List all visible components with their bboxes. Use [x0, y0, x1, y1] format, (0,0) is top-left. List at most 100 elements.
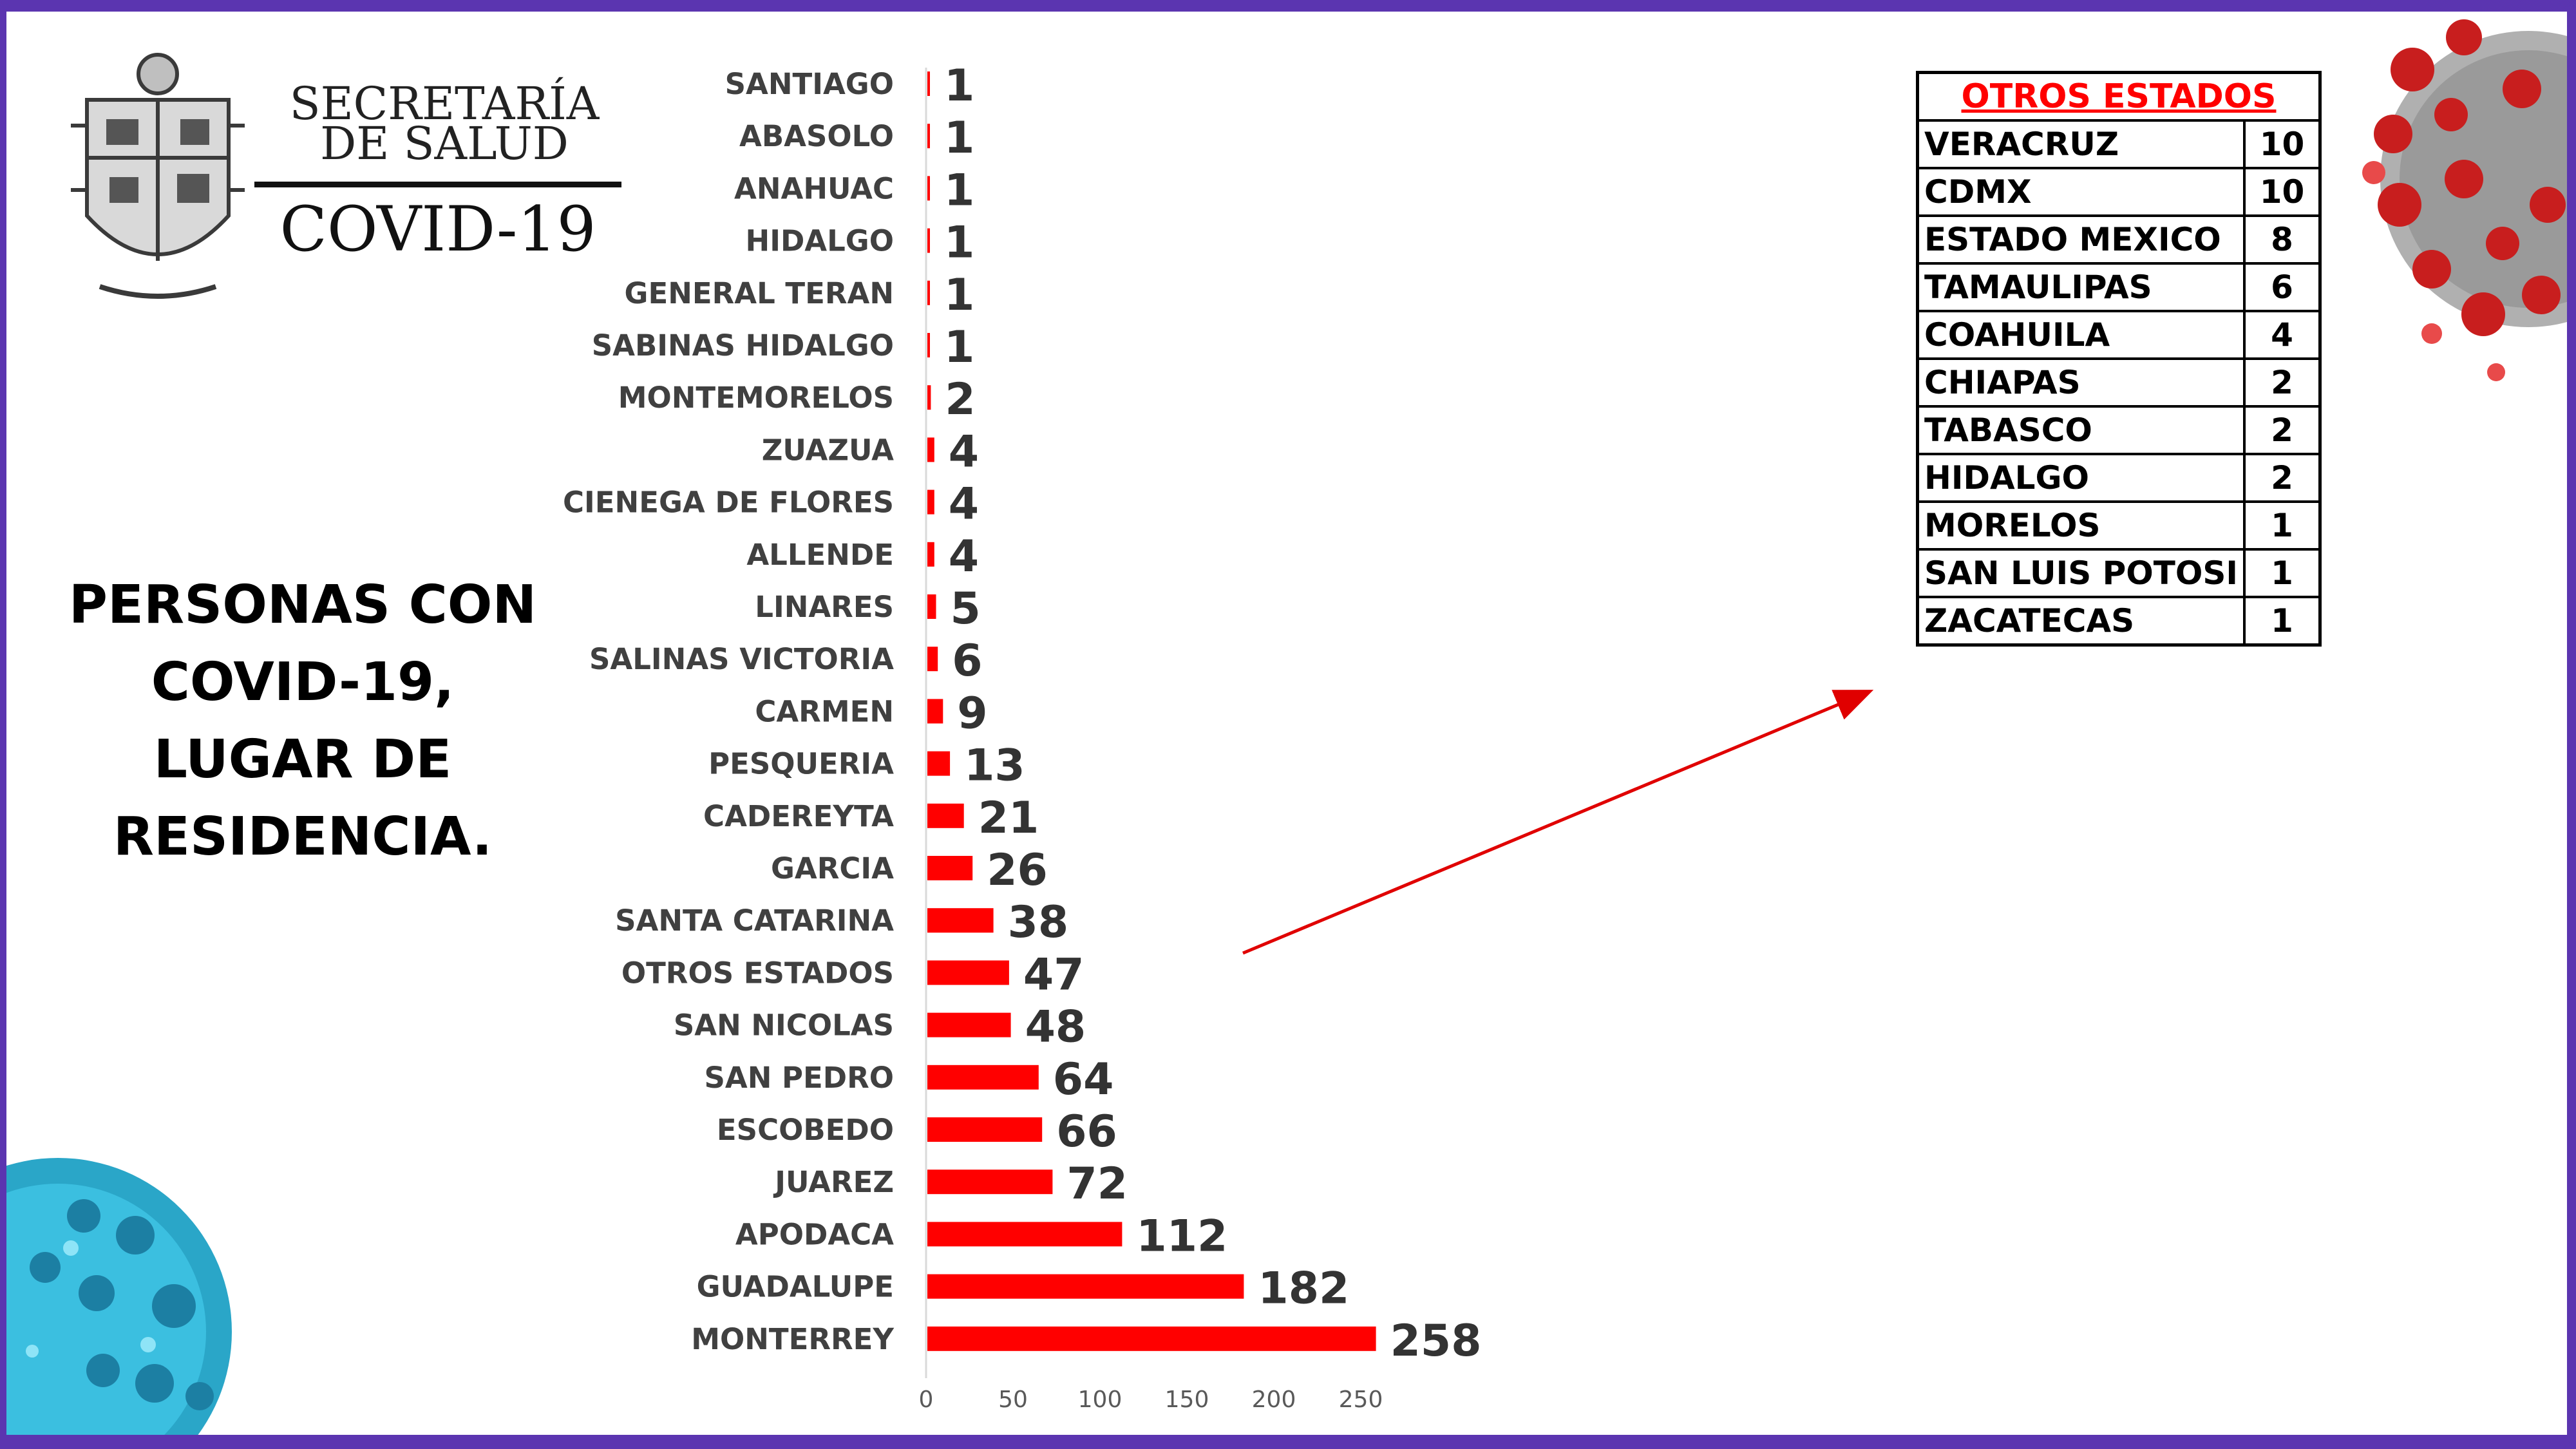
category-label: MONTERREY — [691, 1322, 895, 1356]
bar — [927, 124, 930, 149]
state-name-cell: CDMX — [1916, 167, 2246, 217]
bar — [927, 594, 936, 619]
virus-top-right-icon — [2362, 19, 2567, 381]
value-label: 112 — [1136, 1211, 1227, 1262]
bar — [927, 856, 973, 880]
state-name-cell: CHIAPAS — [1916, 357, 2246, 408]
category-label: PESQUERIA — [708, 747, 894, 781]
header-divider — [254, 182, 621, 187]
org-line2: DE SALUD — [320, 117, 569, 170]
x-tick-label: 50 — [998, 1387, 1028, 1413]
headline-line-2: COVID-19, — [151, 652, 455, 713]
secretaria-de-salud-logo: SECRETARÍA DE SALUD COVID-19 — [61, 48, 628, 306]
bar — [927, 751, 951, 776]
bar — [927, 437, 934, 462]
state-name-cell: HIDALGO — [1916, 453, 2246, 503]
state-name-cell: COAHUILA — [1916, 310, 2246, 360]
value-label: 64 — [1053, 1054, 1114, 1105]
category-label: CIENEGA DE FLORES — [563, 486, 894, 520]
value-label: 26 — [987, 845, 1048, 896]
org-name: SECRETARÍA DE SALUD — [270, 77, 618, 170]
table-row: CDMX 10 — [1916, 167, 2322, 217]
value-label: 1 — [944, 113, 974, 164]
state-count-cell: 1 — [2243, 596, 2322, 647]
value-label: 4 — [949, 479, 979, 530]
state-name-cell: ESTADO MEXICO — [1916, 214, 2246, 265]
bar — [927, 1170, 1053, 1195]
value-label: 4 — [949, 531, 979, 582]
bar — [927, 1326, 1376, 1351]
category-label: HIDALGO — [746, 224, 894, 258]
category-label: APODACA — [735, 1217, 894, 1251]
category-label: ALLENDE — [746, 538, 894, 572]
bar — [927, 489, 934, 515]
value-label: 48 — [1025, 1002, 1086, 1053]
table-row: VERACRUZ 10 — [1916, 119, 2322, 169]
category-label: SANTIAGO — [725, 67, 894, 101]
headline-line-1: PERSONAS CON — [68, 574, 537, 636]
value-label: 1 — [944, 165, 974, 216]
bar — [927, 333, 930, 357]
value-label: 1 — [944, 322, 974, 373]
table-row: ZACATECAS 1 — [1916, 596, 2322, 647]
table-title-row: OTROS ESTADOS — [1916, 71, 2322, 122]
state-count-cell: 8 — [2243, 214, 2322, 265]
table-row: ESTADO MEXICO 8 — [1916, 214, 2322, 265]
bar — [927, 280, 930, 305]
state-count-cell: 4 — [2243, 310, 2322, 360]
otros-estados-table: OTROS ESTADOS VERACRUZ 10 CDMX 10 ESTADO MEX… — [1916, 71, 2322, 647]
value-label: 66 — [1056, 1106, 1117, 1157]
virus-bottom-left-icon — [6, 1158, 232, 1435]
x-tick-label: 0 — [919, 1387, 934, 1413]
state-count-cell: 10 — [2243, 119, 2322, 169]
category-label: GENERAL TERAN — [625, 276, 894, 310]
bar — [927, 385, 931, 410]
category-label: MONTEMORELOS — [618, 381, 894, 415]
state-count-cell: 6 — [2243, 262, 2322, 312]
category-label: ANAHUAC — [734, 171, 894, 205]
bar — [927, 908, 994, 933]
state-name-cell: TAMAULIPAS — [1916, 262, 2246, 312]
table-row: MORELOS 1 — [1916, 500, 2322, 551]
category-label: JUAREZ — [773, 1165, 894, 1199]
bar — [927, 228, 930, 253]
category-label: CARMEN — [755, 694, 894, 728]
callout-arrow — [1242, 690, 1874, 955]
bar — [927, 803, 964, 828]
state-name-cell: VERACRUZ — [1916, 119, 2246, 169]
bar — [927, 176, 930, 201]
value-label: 1 — [944, 270, 974, 321]
bar — [927, 647, 938, 672]
state-count-cell: 2 — [2243, 453, 2322, 503]
table-row: TAMAULIPAS 6 — [1916, 262, 2322, 312]
bar — [927, 960, 1009, 985]
headline-line-4: RESIDENCIA. — [113, 806, 493, 867]
value-label: 1 — [944, 61, 974, 111]
table-row: SAN LUIS POTOSI 1 — [1916, 548, 2322, 598]
table-row: HIDALGO 2 — [1916, 453, 2322, 503]
category-label: OTROS ESTADOS — [621, 956, 894, 990]
state-name-cell: ZACATECAS — [1916, 596, 2246, 647]
category-label: ABASOLO — [739, 119, 894, 153]
bar — [927, 1065, 1039, 1090]
table-row: CHIAPAS 2 — [1916, 357, 2322, 408]
bar — [927, 542, 934, 567]
value-label: 72 — [1066, 1159, 1128, 1209]
category-label: SANTA CATARINA — [615, 904, 894, 938]
value-label: 47 — [1023, 949, 1084, 1000]
state-count-cell: 10 — [2243, 167, 2322, 217]
x-tick-label: 200 — [1252, 1387, 1296, 1413]
value-label: 9 — [957, 688, 987, 739]
x-tick-label: 150 — [1165, 1387, 1209, 1413]
slide-headline: PERSONAS CON COVID-19, LUGAR DE RESIDENC… — [39, 567, 567, 876]
category-label: GUADALUPE — [697, 1270, 894, 1304]
category-label: ESCOBEDO — [717, 1113, 894, 1147]
value-label: 2 — [945, 374, 975, 425]
state-name-cell: TABASCO — [1916, 405, 2246, 455]
category-label: LINARES — [755, 590, 894, 624]
org-line1: SECRETARÍA — [289, 77, 600, 130]
value-label: 6 — [952, 636, 982, 687]
value-label: 4 — [949, 426, 979, 477]
